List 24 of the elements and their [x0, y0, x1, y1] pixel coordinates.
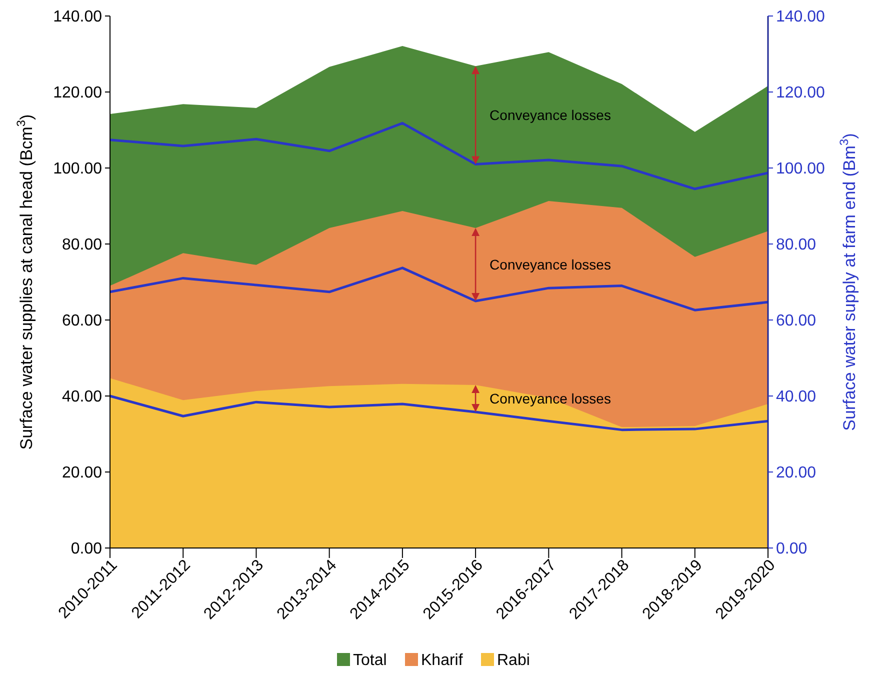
line-series — [108, 394, 770, 432]
legend-label: Total — [353, 652, 387, 669]
legend-label: Kharif — [421, 652, 464, 669]
y2-tick-label: 100.00 — [776, 160, 826, 178]
y-tick-label: 80.00 — [62, 236, 102, 254]
y2-tick-label: 120.00 — [776, 84, 826, 102]
y2-tick-label: 60.00 — [776, 312, 816, 330]
y-tick-label: 0.00 — [70, 540, 102, 558]
y-tick-label: 40.00 — [62, 388, 102, 406]
y2-tick-label: 140.00 — [776, 8, 826, 26]
y-tick-label: 20.00 — [62, 464, 102, 482]
annotation: Conveyance losses — [490, 390, 611, 406]
legend-label: Rabi — [497, 652, 530, 669]
y2-tick-label: 20.00 — [776, 464, 816, 482]
annotation: Conveyance losses — [490, 256, 611, 272]
y2-tick-label: 40.00 — [776, 388, 816, 406]
y2-tick-label: 80.00 — [776, 236, 816, 254]
y2-tick-label: 0.00 — [776, 540, 808, 558]
y-tick-label: 140.00 — [53, 8, 102, 26]
y-tick-label: 60.00 — [62, 312, 102, 330]
line-series — [108, 122, 770, 190]
y-tick-label: 100.00 — [53, 160, 102, 178]
annotation: Conveyance losses — [490, 107, 611, 124]
y-tick-label: 120.00 — [53, 84, 102, 102]
